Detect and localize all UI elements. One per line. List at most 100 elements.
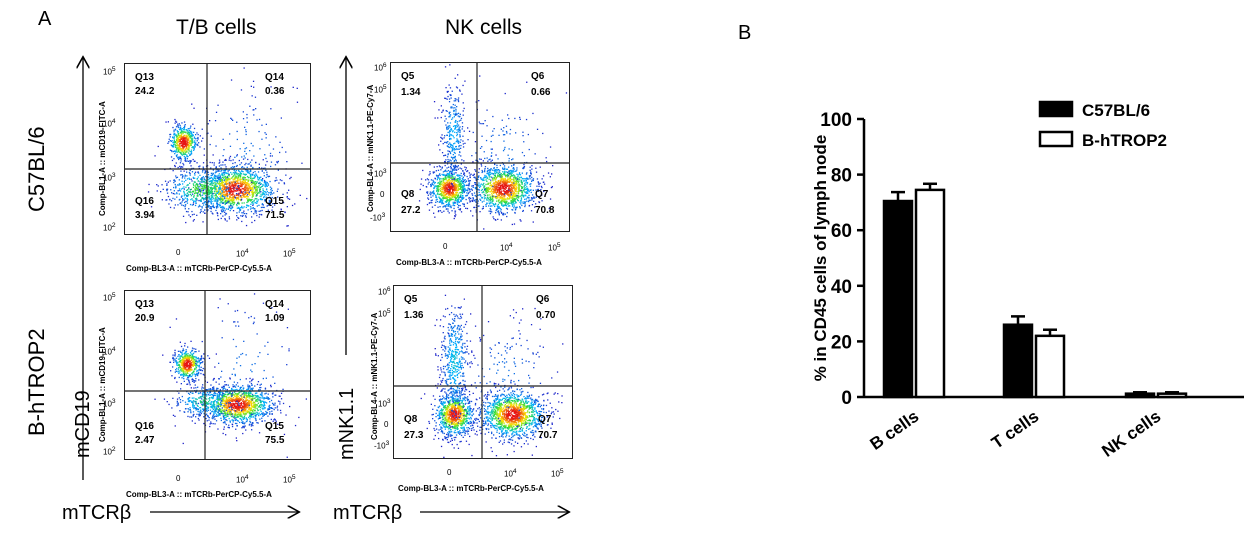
event-dot xyxy=(241,206,243,209)
event-dot xyxy=(183,155,185,158)
event-dot xyxy=(217,104,219,106)
event-dot xyxy=(234,187,236,189)
event-dot xyxy=(182,199,184,201)
event-dot xyxy=(219,185,221,187)
event-dot xyxy=(231,184,233,186)
event-dot xyxy=(235,411,237,413)
event-dot xyxy=(237,397,240,400)
event-dot xyxy=(241,170,243,172)
event-dot xyxy=(228,199,230,201)
event-dot xyxy=(210,210,212,213)
event-dot xyxy=(218,391,220,393)
event-dot xyxy=(242,413,244,415)
event-dot xyxy=(202,361,204,363)
event-dot xyxy=(226,401,229,403)
event-dot xyxy=(179,165,181,168)
event-dot xyxy=(225,201,227,203)
event-dot xyxy=(428,181,430,183)
event-dot xyxy=(183,140,186,143)
event-dot xyxy=(249,418,251,420)
event-dot xyxy=(190,135,192,137)
event-dot xyxy=(250,413,252,416)
event-dot xyxy=(267,204,269,206)
event-dot xyxy=(261,393,263,396)
event-dot xyxy=(228,417,230,420)
event-dot xyxy=(259,176,261,179)
event-dot xyxy=(250,415,252,417)
event-dot xyxy=(253,114,255,116)
event-dot xyxy=(244,413,247,415)
event-dot xyxy=(436,198,438,200)
event-dot xyxy=(239,198,242,201)
event-dot xyxy=(203,197,205,199)
quadrant-value: 3.94 xyxy=(135,210,155,221)
event-dot xyxy=(225,177,227,179)
event-dot xyxy=(233,201,235,203)
event-dot xyxy=(263,408,265,410)
event-dot xyxy=(187,398,189,400)
event-dot xyxy=(181,377,183,379)
event-dot xyxy=(229,133,231,135)
event-dot xyxy=(218,159,221,161)
event-dot xyxy=(233,166,236,168)
event-dot xyxy=(245,392,247,395)
event-dot xyxy=(226,200,228,202)
event-dot xyxy=(191,364,193,366)
event-dot xyxy=(216,176,218,179)
event-dot xyxy=(181,136,183,138)
event-dot xyxy=(258,204,260,206)
event-dot xyxy=(248,198,250,200)
event-dot xyxy=(256,404,258,406)
event-dot xyxy=(240,410,243,412)
quadrant-value: 24.2 xyxy=(135,86,155,97)
event-dot xyxy=(189,189,192,191)
event-dot xyxy=(227,208,229,210)
event-dot xyxy=(210,167,212,169)
event-dot xyxy=(181,373,183,376)
event-dot xyxy=(217,406,219,408)
event-dot xyxy=(169,140,171,142)
event-dot xyxy=(187,372,189,375)
event-dot xyxy=(195,348,197,350)
event-dot xyxy=(201,188,204,190)
event-dot xyxy=(211,178,214,180)
event-dot xyxy=(246,420,248,422)
event-dot xyxy=(226,190,228,193)
event-dot xyxy=(242,183,244,186)
event-dot xyxy=(233,415,236,418)
event-dot xyxy=(250,400,252,402)
event-dot xyxy=(227,410,229,412)
event-dot xyxy=(285,414,287,416)
event-dot xyxy=(221,201,223,203)
event-dot xyxy=(203,202,206,204)
event-dot xyxy=(169,206,172,209)
event-dot xyxy=(199,409,202,411)
event-dot xyxy=(189,369,191,371)
event-dot xyxy=(230,183,232,185)
event-dot xyxy=(200,199,202,201)
event-dot xyxy=(223,179,225,181)
event-dot xyxy=(243,182,246,184)
event-dot xyxy=(229,205,232,207)
event-dot xyxy=(258,216,260,218)
event-dot xyxy=(230,194,232,196)
event-dot xyxy=(189,144,191,147)
event-dot xyxy=(243,189,246,192)
event-dot xyxy=(174,377,176,380)
event-dot xyxy=(219,392,221,394)
panel-a-label: A xyxy=(38,8,52,30)
event-dot xyxy=(231,413,233,415)
event-dot xyxy=(202,180,204,182)
event-dot xyxy=(200,355,203,357)
event-dot xyxy=(227,405,229,407)
event-dot xyxy=(190,152,193,154)
event-dot xyxy=(260,395,262,397)
event-dot xyxy=(431,191,433,193)
event-dot xyxy=(241,191,243,193)
event-dot xyxy=(209,183,211,185)
event-dot xyxy=(444,178,446,181)
event-dot xyxy=(256,392,258,394)
event-dot xyxy=(181,364,183,367)
event-dot xyxy=(215,410,217,412)
event-dot xyxy=(447,177,449,179)
